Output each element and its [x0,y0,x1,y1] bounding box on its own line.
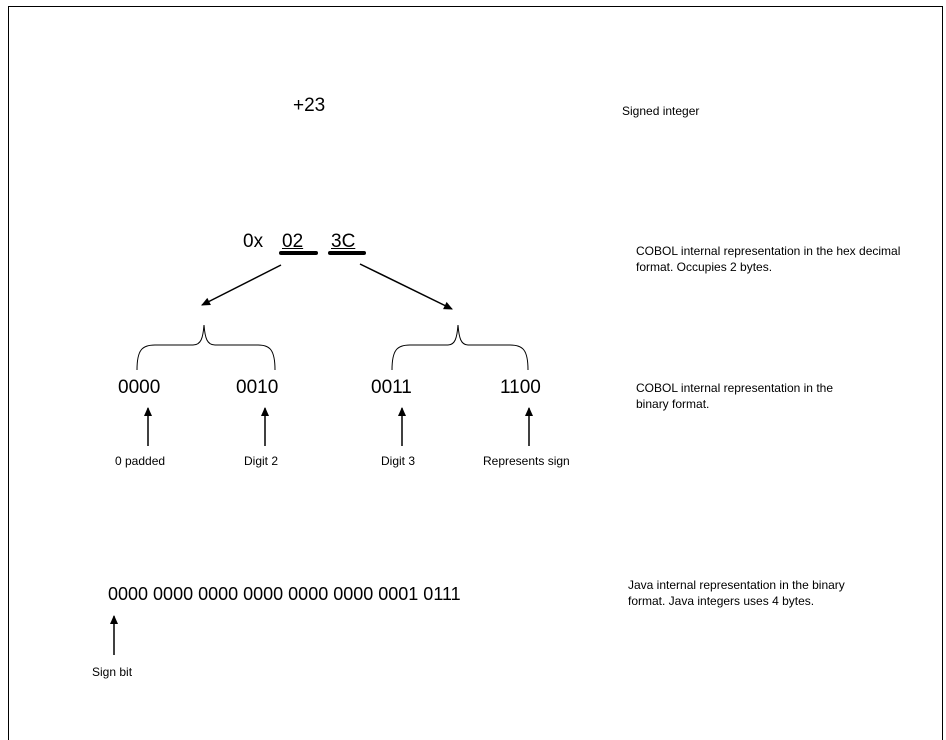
hex-description: COBOL internal representation in the hex… [636,244,901,274]
nibble-2: 0010 [236,377,279,398]
signed-integer-value: +23 [293,95,326,116]
hex-prefix: 0x [243,231,264,252]
annotation-represents-sign: Represents sign [483,454,570,468]
java-description: Java internal representation in the bina… [628,578,845,608]
annotation-digit-2: Digit 2 [244,454,279,468]
hex-byte-2: 3C [331,231,356,252]
sign-bit-label: Sign bit [92,665,133,679]
annotation-digit-3: Digit 3 [381,454,416,468]
binary-description: COBOL internal representation in the bin… [636,381,833,411]
nibble-3: 0011 [371,377,412,398]
java-bits: 0000 0000 0000 0000 0000 0000 0001 0111 [108,584,461,604]
signed-integer-label: Signed integer [622,104,700,118]
nibble-1: 0000 [118,377,161,398]
nibble-4: 1100 [500,377,541,398]
arrow-byte-2 [359,263,453,310]
hex-byte-1: 02 [282,231,304,252]
brace-right [391,324,529,371]
arrow-byte-1 [201,264,282,306]
brace-left [136,324,276,371]
annotation-0-padded: 0 padded [115,454,166,468]
diagram-frame [8,6,943,740]
